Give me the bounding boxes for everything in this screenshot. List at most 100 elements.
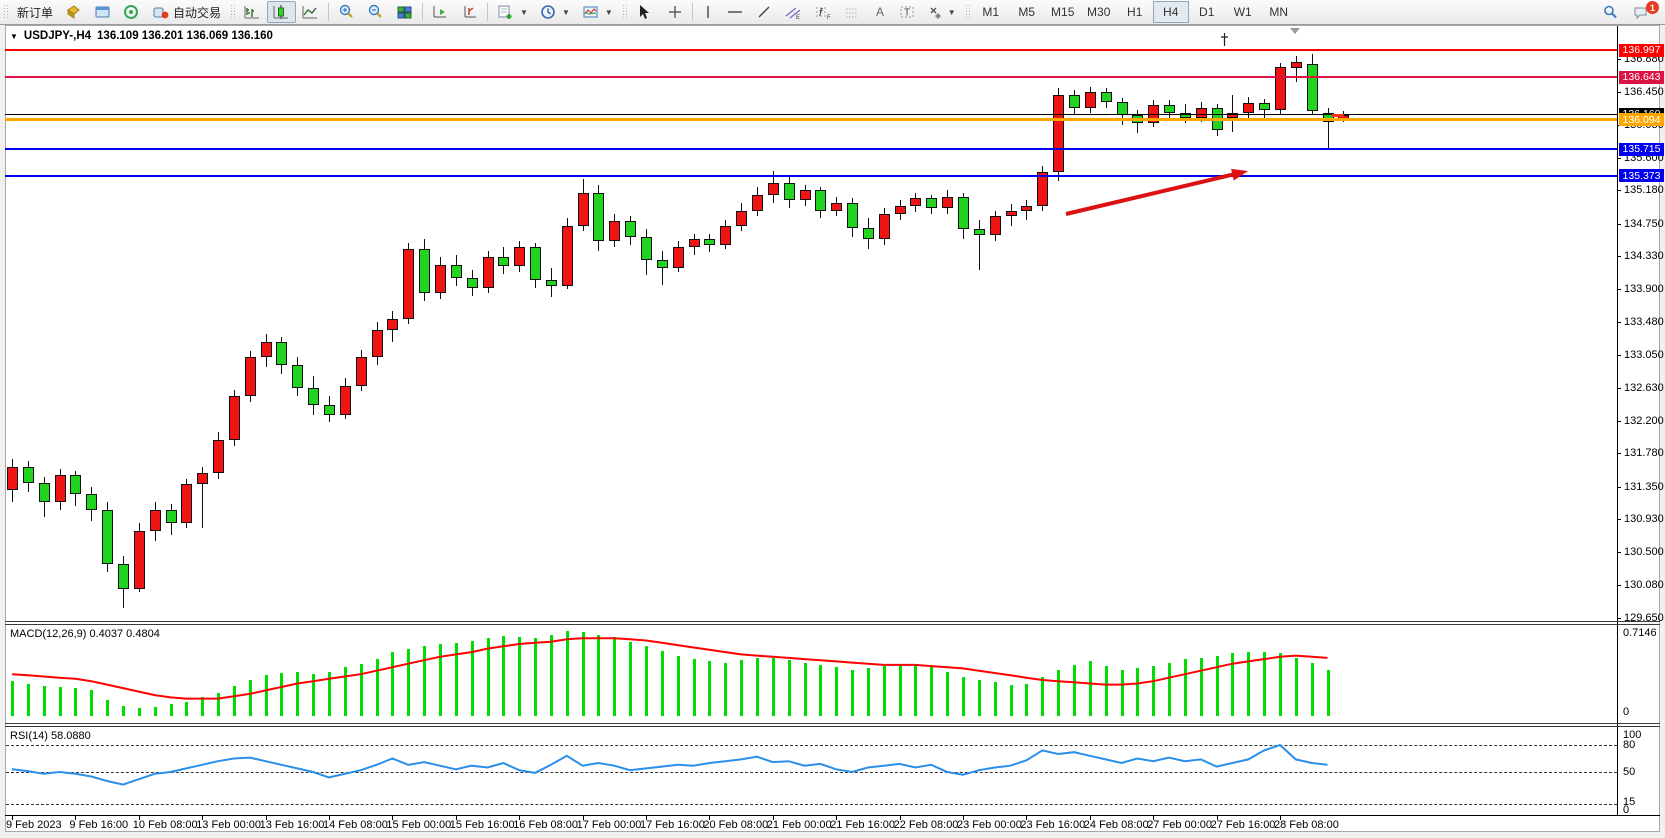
zoom-in-button[interactable] xyxy=(332,1,361,23)
time-tick-label: 16 Feb 08:00 xyxy=(513,819,579,831)
timeframe-w1[interactable]: W1 xyxy=(1233,5,1252,19)
price-tick xyxy=(1617,158,1621,159)
horizontal-line-button[interactable] xyxy=(720,1,750,23)
timeframe-h4[interactable]: H4 xyxy=(1152,1,1189,23)
autotrading-icon xyxy=(153,7,169,19)
bar-chart-button[interactable] xyxy=(238,1,267,23)
macd-histogram-bar xyxy=(1247,652,1250,716)
candle xyxy=(1069,94,1080,108)
chart-shift-marker[interactable] xyxy=(1290,28,1300,34)
horizontal-price-line[interactable] xyxy=(5,76,1617,79)
candle xyxy=(356,357,367,387)
cursor-button[interactable] xyxy=(630,1,657,23)
chart-forward-button[interactable] xyxy=(426,1,455,23)
autotrading-button[interactable]: 自动交易 xyxy=(146,1,227,23)
candlestick-button[interactable] xyxy=(267,1,297,23)
macd-histogram-bar xyxy=(122,705,125,716)
grid-icon xyxy=(845,8,858,18)
candle-wick xyxy=(1328,108,1329,150)
macd-histogram-bar xyxy=(201,697,204,716)
price-tick-label: 130.080 xyxy=(1624,578,1664,591)
timeframe-m1[interactable]: M1 xyxy=(982,5,1000,19)
chart-window[interactable] xyxy=(5,25,1660,832)
chart-shift-button[interactable] xyxy=(455,1,484,23)
shapes-icon xyxy=(930,7,941,19)
periods-button[interactable]: ▼ xyxy=(534,1,576,23)
candle xyxy=(1164,105,1175,114)
zoom-out-button[interactable] xyxy=(361,1,390,23)
timeframe-mn[interactable]: MN xyxy=(1269,5,1289,19)
horizontal-price-line[interactable] xyxy=(5,174,1617,177)
rsi-panel-divider[interactable] xyxy=(5,723,1660,724)
line-chart-button[interactable] xyxy=(296,1,325,23)
macd-histogram-bar xyxy=(312,674,315,716)
macd-panel-divider[interactable] xyxy=(5,621,1660,622)
candle xyxy=(593,192,604,242)
timeframe-m15[interactable]: M15 xyxy=(1051,5,1075,19)
svg-text:T: T xyxy=(904,8,910,19)
crosshair-button[interactable] xyxy=(657,1,689,23)
label-button[interactable]: T xyxy=(893,1,921,23)
new-order-button[interactable]: 新订单 xyxy=(11,1,59,23)
macd-histogram-bar xyxy=(994,682,997,716)
timeframe-h1[interactable]: H1 xyxy=(1127,5,1143,19)
market-watch-icon xyxy=(67,5,80,19)
shapes-button[interactable]: ▼ xyxy=(921,1,962,23)
macd-histogram-bar xyxy=(804,662,807,716)
candle xyxy=(1227,113,1238,118)
notifications-button[interactable]: 1 xyxy=(1625,1,1659,23)
search-button[interactable] xyxy=(1596,1,1625,23)
text-button[interactable]: A xyxy=(867,1,893,23)
candle xyxy=(387,318,398,330)
trendline-button[interactable] xyxy=(750,1,778,23)
vertical-line-button[interactable] xyxy=(696,1,720,23)
periods-icon xyxy=(541,5,555,19)
candle xyxy=(578,192,589,226)
horizontal-price-line[interactable] xyxy=(5,49,1617,51)
navigator-button[interactable] xyxy=(117,1,146,23)
chart-ohlc-values: 136.109 136.201 136.069 136.160 xyxy=(97,30,273,42)
time-tick-label: 22 Feb 08:00 xyxy=(893,819,959,831)
candle xyxy=(261,341,272,358)
macd-histogram-bar xyxy=(1231,653,1234,716)
price-line-badge: 136.997 xyxy=(1619,43,1664,57)
chevron-down-icon: ▼ xyxy=(947,7,956,17)
candle xyxy=(815,190,826,211)
channel-icon: E xyxy=(785,7,801,20)
macd-histogram-bar xyxy=(1136,668,1139,716)
timeframe-d1[interactable]: D1 xyxy=(1199,5,1215,19)
chart-title: ▼ USDJPY-,H4 136.109 136.201 136.069 136… xyxy=(10,30,273,42)
text-icon: A xyxy=(876,5,884,19)
horizontal-price-line[interactable] xyxy=(5,113,1617,115)
rsi-indicator-label: RSI(14) 58.0880 xyxy=(10,730,91,742)
timeframe-m5[interactable]: M5 xyxy=(1018,5,1036,19)
timeframe-m30[interactable]: M30 xyxy=(1087,5,1111,19)
macd-histogram-bar xyxy=(1295,657,1298,716)
new-chart-button[interactable]: ▼ xyxy=(491,1,534,23)
svg-text:f: f xyxy=(819,7,823,19)
candle xyxy=(752,195,763,211)
rsi-axis-label: 50 xyxy=(1623,766,1636,778)
toolbar-separator xyxy=(691,3,693,21)
channel-button[interactable]: E xyxy=(778,1,808,23)
candle xyxy=(1006,210,1017,216)
price-line-badge: 135.373 xyxy=(1619,169,1664,182)
chart-symbol-period: USDJPY-,H4 xyxy=(23,30,92,42)
data-window-button[interactable] xyxy=(88,1,117,23)
time-tick-label: 9 Feb 2023 xyxy=(6,819,62,831)
chart-menu-icon[interactable]: ▼ xyxy=(10,31,18,41)
tile-windows-button[interactable] xyxy=(390,1,419,23)
candle xyxy=(704,239,715,245)
macd-histogram-bar xyxy=(550,634,553,716)
horizontal-price-line[interactable] xyxy=(5,148,1617,151)
grid-button[interactable] xyxy=(838,1,867,23)
time-tick xyxy=(1216,816,1218,820)
candle-wick xyxy=(1296,55,1297,83)
market-watch-button[interactable] xyxy=(59,1,88,23)
horizontal-price-line[interactable] xyxy=(5,118,1617,122)
candle xyxy=(1101,92,1112,103)
template-button[interactable]: ▼ xyxy=(576,1,619,23)
